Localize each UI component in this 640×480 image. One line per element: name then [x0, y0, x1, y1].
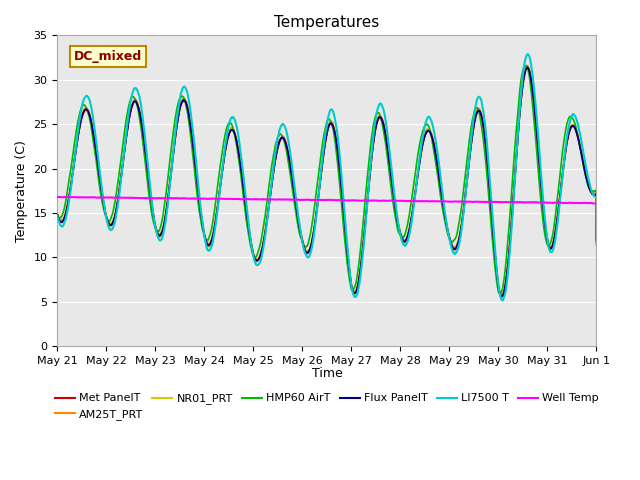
Flux PanelT — [524, 65, 532, 71]
LI7500 T — [582, 165, 590, 171]
Well Temp — [115, 195, 123, 201]
Line: NR01_PRT: NR01_PRT — [58, 69, 596, 297]
Met PanelT — [582, 174, 590, 180]
Met PanelT — [115, 191, 123, 197]
Well Temp — [593, 201, 600, 206]
Line: Met PanelT: Met PanelT — [58, 68, 596, 296]
Well Temp — [582, 200, 590, 206]
HMP60 AirT — [260, 219, 268, 225]
Y-axis label: Temperature (C): Temperature (C) — [15, 140, 28, 241]
LI7500 T — [593, 238, 600, 243]
Flux PanelT — [284, 147, 291, 153]
HMP60 AirT — [54, 213, 61, 218]
Met PanelT — [147, 195, 155, 201]
Line: AM25T_PRT: AM25T_PRT — [58, 65, 596, 294]
Well Temp — [591, 201, 598, 206]
AM25T_PRT — [54, 210, 61, 216]
NR01_PRT — [582, 175, 590, 180]
Flux PanelT — [524, 64, 531, 70]
Met PanelT — [524, 65, 532, 71]
Met PanelT — [54, 212, 61, 218]
Well Temp — [260, 196, 268, 202]
AM25T_PRT — [115, 189, 123, 194]
HMP60 AirT — [524, 67, 532, 73]
NR01_PRT — [524, 67, 532, 72]
Legend: Met PanelT, AM25T_PRT, NR01_PRT, HMP60 AirT, Flux PanelT, LI7500 T, Well Temp: Met PanelT, AM25T_PRT, NR01_PRT, HMP60 A… — [51, 389, 604, 424]
NR01_PRT — [260, 237, 268, 243]
HMP60 AirT — [496, 291, 504, 297]
Flux PanelT — [582, 174, 590, 180]
Met PanelT — [284, 147, 291, 153]
NR01_PRT — [54, 213, 61, 219]
Flux PanelT — [147, 195, 155, 201]
LI7500 T — [524, 51, 532, 57]
Flux PanelT — [115, 191, 123, 196]
Flux PanelT — [54, 212, 61, 218]
AM25T_PRT — [593, 236, 600, 242]
HMP60 AirT — [284, 155, 291, 160]
Title: Temperatures: Temperatures — [275, 15, 380, 30]
Well Temp — [284, 196, 291, 202]
Met PanelT — [498, 293, 506, 299]
Well Temp — [62, 194, 70, 200]
Well Temp — [54, 194, 61, 200]
Line: Flux PanelT: Flux PanelT — [58, 67, 596, 297]
LI7500 T — [260, 240, 268, 246]
LI7500 T — [524, 51, 532, 57]
HMP60 AirT — [115, 172, 123, 178]
Met PanelT — [593, 238, 600, 243]
NR01_PRT — [524, 66, 531, 72]
Flux PanelT — [593, 238, 600, 243]
NR01_PRT — [593, 239, 600, 244]
Well Temp — [147, 195, 155, 201]
Line: HMP60 AirT: HMP60 AirT — [58, 65, 596, 294]
AM25T_PRT — [260, 234, 268, 240]
Flux PanelT — [498, 294, 506, 300]
AM25T_PRT — [498, 291, 506, 297]
Line: LI7500 T: LI7500 T — [58, 54, 596, 300]
Well Temp — [524, 200, 532, 205]
HMP60 AirT — [593, 242, 600, 248]
Flux PanelT — [260, 236, 268, 242]
AM25T_PRT — [524, 62, 531, 68]
LI7500 T — [147, 191, 155, 196]
Line: Well Temp: Well Temp — [58, 197, 596, 204]
HMP60 AirT — [582, 176, 590, 181]
Met PanelT — [524, 65, 532, 71]
X-axis label: Time: Time — [312, 367, 342, 380]
HMP60 AirT — [521, 62, 529, 68]
LI7500 T — [54, 213, 61, 219]
HMP60 AirT — [147, 206, 155, 212]
AM25T_PRT — [582, 173, 590, 179]
Text: DC_mixed: DC_mixed — [74, 50, 142, 63]
LI7500 T — [284, 133, 291, 139]
AM25T_PRT — [284, 145, 291, 151]
LI7500 T — [115, 194, 123, 200]
AM25T_PRT — [147, 193, 155, 199]
LI7500 T — [499, 297, 506, 303]
AM25T_PRT — [524, 63, 532, 69]
NR01_PRT — [115, 192, 123, 198]
NR01_PRT — [147, 196, 155, 202]
NR01_PRT — [498, 294, 506, 300]
Met PanelT — [260, 236, 268, 242]
NR01_PRT — [284, 148, 291, 154]
